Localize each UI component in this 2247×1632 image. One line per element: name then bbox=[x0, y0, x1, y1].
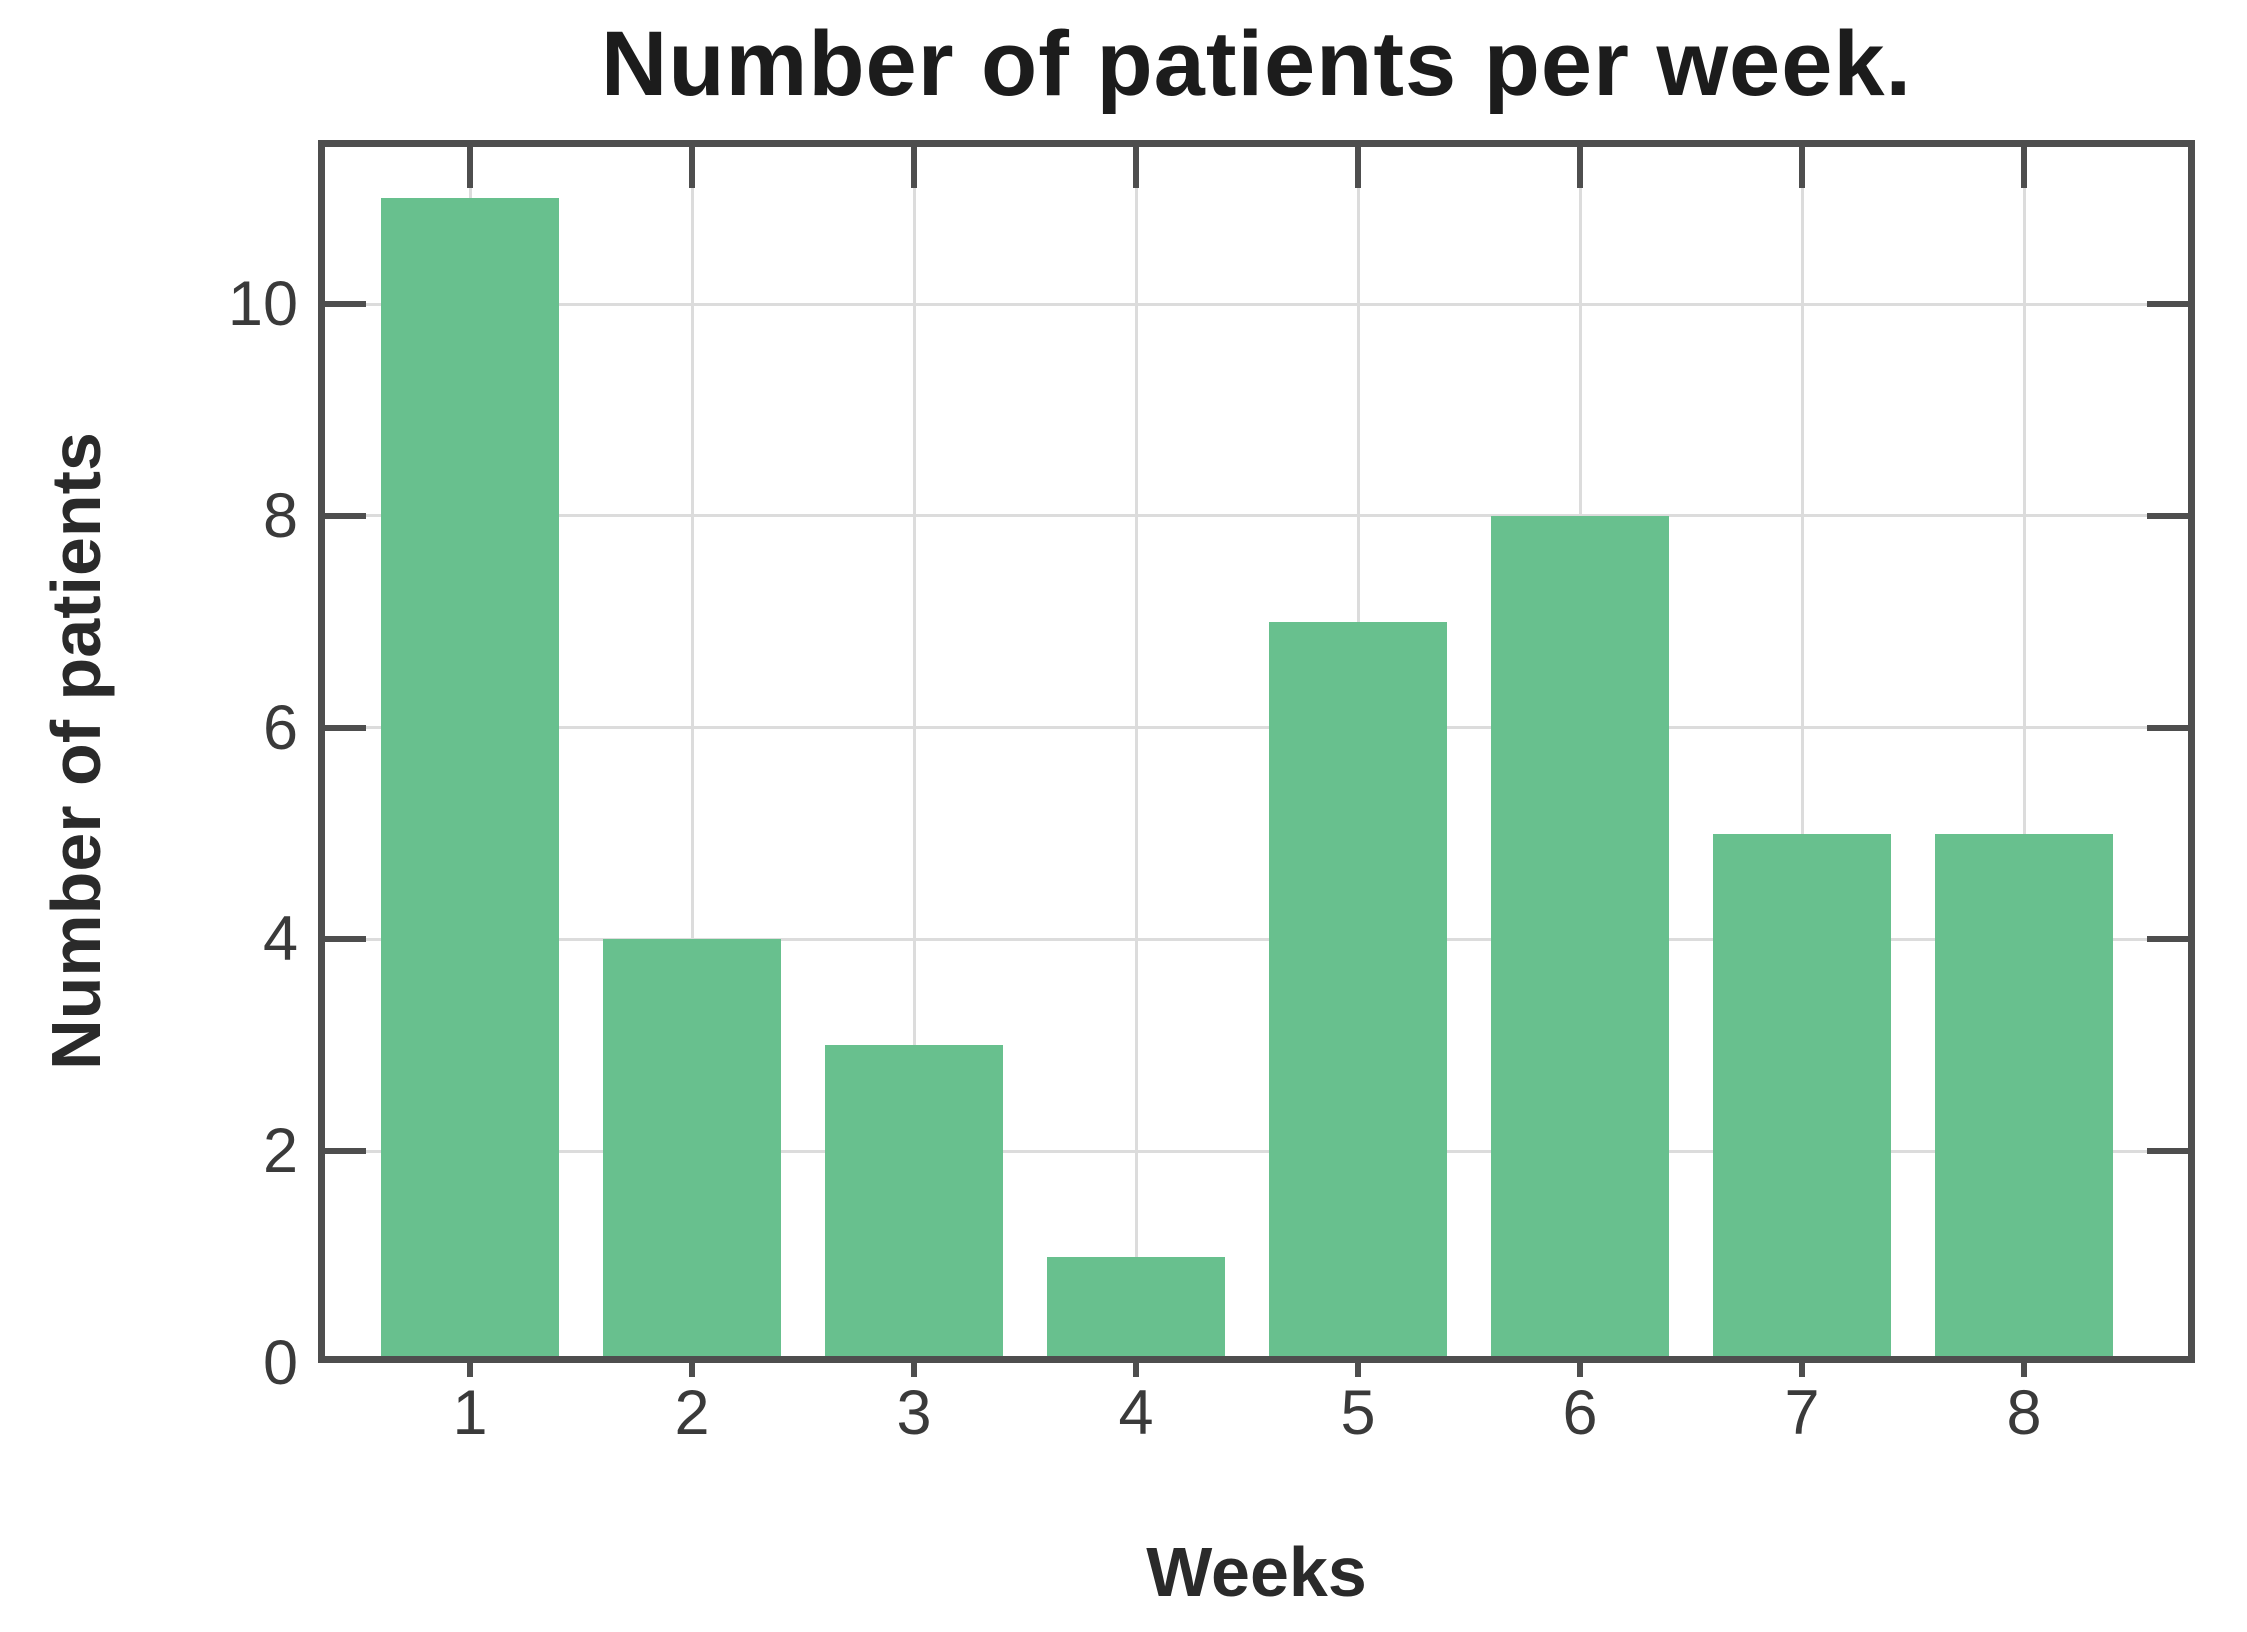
y-tick-label: 8 bbox=[262, 480, 298, 551]
v-gridline bbox=[690, 140, 694, 1363]
x-tick-label: 2 bbox=[674, 1378, 710, 1448]
x-tick-label: 7 bbox=[1784, 1378, 1820, 1448]
top-spine bbox=[318, 140, 2195, 147]
x-tick-mark-top bbox=[1355, 140, 1361, 188]
x-tick-label: 4 bbox=[1118, 1378, 1154, 1448]
y-tick-mark-right bbox=[2147, 512, 2195, 519]
y-tick-mark-left bbox=[318, 512, 366, 519]
x-tick-mark-top bbox=[467, 140, 473, 188]
y-tick-mark-left bbox=[318, 936, 366, 943]
x-tick-label: 3 bbox=[896, 1378, 932, 1448]
bar-week-4 bbox=[1047, 1257, 1225, 1363]
bar-week-8 bbox=[1935, 833, 2113, 1363]
chart-title: Number of patients per week. bbox=[600, 13, 1913, 115]
y-tick-mark-left bbox=[318, 1148, 366, 1155]
bar-week-5 bbox=[1269, 621, 1447, 1363]
x-axis-label: Weeks bbox=[1146, 1533, 1367, 1611]
x-tick-mark-top bbox=[689, 140, 695, 188]
x-tick-label: 8 bbox=[2006, 1378, 2042, 1448]
x-tick-label: 1 bbox=[452, 1378, 488, 1448]
x-tick-mark-top bbox=[2021, 140, 2027, 188]
y-tick-mark-left bbox=[318, 724, 366, 731]
x-tick-label: 6 bbox=[1562, 1378, 1598, 1448]
y-axis-spine bbox=[318, 140, 325, 1363]
v-gridline bbox=[2022, 140, 2026, 1363]
v-gridline bbox=[912, 140, 916, 1363]
x-axis-spine bbox=[318, 1356, 2195, 1363]
y-tick-label: 6 bbox=[262, 692, 298, 763]
v-gridline bbox=[1134, 140, 1138, 1363]
bar-week-1 bbox=[381, 198, 559, 1363]
bar-week-2 bbox=[603, 939, 781, 1363]
x-tick-mark-bottom bbox=[467, 1363, 473, 1377]
y-tick-mark-right bbox=[2147, 936, 2195, 943]
y-tick-label: 10 bbox=[227, 269, 298, 340]
x-tick-mark-bottom bbox=[2021, 1363, 2027, 1377]
y-tick-mark-right bbox=[2147, 1148, 2195, 1155]
h-gridline bbox=[318, 937, 2195, 941]
y-tick-label: 2 bbox=[262, 1116, 298, 1187]
h-gridline bbox=[318, 514, 2195, 518]
x-tick-mark-bottom bbox=[1799, 1363, 1805, 1377]
bar-week-6 bbox=[1491, 515, 1669, 1363]
y-tick-mark-right bbox=[2147, 724, 2195, 731]
x-tick-mark-bottom bbox=[1355, 1363, 1361, 1377]
h-gridline bbox=[318, 1149, 2195, 1153]
x-tick-mark-bottom bbox=[1133, 1363, 1139, 1377]
h-gridline bbox=[318, 302, 2195, 306]
right-spine bbox=[2188, 140, 2195, 1363]
v-gridline bbox=[1800, 140, 1804, 1363]
x-tick-mark-bottom bbox=[1577, 1363, 1583, 1377]
plot-area bbox=[318, 140, 2195, 1377]
h-gridline bbox=[318, 726, 2195, 730]
y-tick-mark-left bbox=[318, 301, 366, 308]
x-tick-mark-top bbox=[1577, 140, 1583, 188]
x-tick-mark-top bbox=[911, 140, 917, 188]
y-tick-mark-right bbox=[2147, 301, 2195, 308]
x-tick-label: 5 bbox=[1340, 1378, 1376, 1448]
x-tick-mark-bottom bbox=[689, 1363, 695, 1377]
bar-week-7 bbox=[1713, 833, 1891, 1363]
y-tick-label: 4 bbox=[262, 904, 298, 975]
x-tick-mark-top bbox=[1133, 140, 1139, 188]
x-tick-mark-bottom bbox=[911, 1363, 917, 1377]
x-tick-mark-top bbox=[1799, 140, 1805, 188]
y-tick-label: 0 bbox=[262, 1328, 298, 1398]
bar-week-3 bbox=[825, 1045, 1003, 1363]
